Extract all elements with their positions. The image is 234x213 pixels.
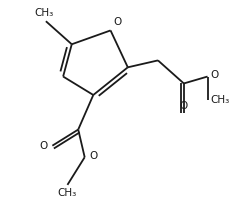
Text: O: O	[180, 101, 188, 111]
Text: O: O	[211, 70, 219, 80]
Text: CH₃: CH₃	[34, 8, 53, 18]
Text: O: O	[40, 141, 48, 151]
Text: O: O	[114, 17, 122, 27]
Text: CH₃: CH₃	[58, 188, 77, 198]
Text: O: O	[89, 151, 97, 161]
Text: CH₃: CH₃	[211, 95, 230, 105]
